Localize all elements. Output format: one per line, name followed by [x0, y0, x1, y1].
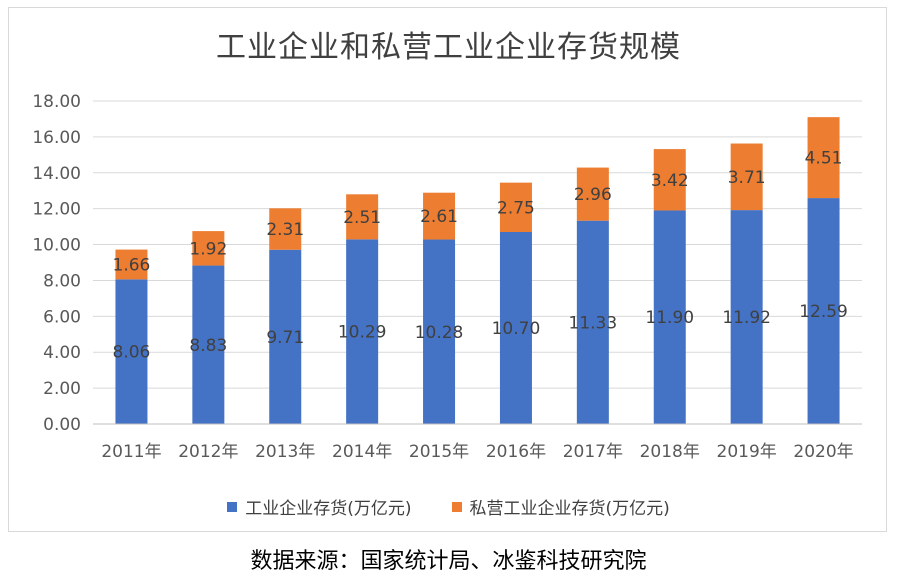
- legend-label-industrial: 工业企业存货(万亿元): [245, 499, 412, 519]
- bar-private: [115, 249, 148, 280]
- bar-private: [269, 208, 302, 250]
- data-label-industrial: 10.29: [338, 323, 387, 343]
- y-tick-label: 4.00: [43, 343, 81, 363]
- bar-industrial: [192, 265, 225, 424]
- x-tick-label: 2015年: [409, 442, 469, 462]
- bar-private: [423, 192, 456, 240]
- x-tick-label: 2018年: [640, 442, 700, 462]
- bar-industrial: [730, 210, 763, 424]
- bar-private: [730, 143, 763, 211]
- data-label-industrial: 12.59: [799, 302, 848, 322]
- x-tick-label: 2013年: [255, 442, 315, 462]
- data-label-industrial: 11.92: [722, 308, 771, 328]
- bar-private: [807, 117, 840, 199]
- plot-area: 0.00 2.00 4.00 6.00 8.00 10.00 12.00 14.00 16.00…: [32, 92, 862, 462]
- data-label-industrial: 8.83: [189, 336, 227, 356]
- data-label-private: 2.96: [574, 185, 612, 205]
- bar-industrial: [576, 220, 609, 424]
- bar-private: [346, 194, 379, 240]
- legend: 工业企业存货(万亿元) 私营工业企业存货(万亿元): [9, 494, 888, 519]
- x-tick-label: 2016年: [486, 442, 546, 462]
- bar-private: [499, 182, 532, 232]
- bar-private: [653, 149, 686, 211]
- data-label-private: 2.75: [497, 198, 535, 218]
- data-label-private: 2.31: [266, 220, 304, 240]
- y-tick-label: 0.00: [43, 415, 81, 435]
- data-label-industrial: 11.90: [645, 308, 694, 328]
- legend-item-private: 私营工业企业存货(万亿元): [451, 494, 670, 519]
- y-tick-label: 14.00: [32, 164, 81, 184]
- bar-industrial: [499, 231, 532, 424]
- x-tick-label: 2017年: [563, 442, 623, 462]
- y-tick-label: 10.00: [32, 236, 81, 256]
- bar-private: [576, 167, 609, 221]
- bar-private: [192, 231, 225, 266]
- data-label-industrial: 8.06: [113, 343, 151, 363]
- data-label-private: 2.61: [420, 207, 458, 227]
- data-label-industrial: 9.71: [266, 328, 304, 348]
- data-label-private: 1.92: [189, 239, 227, 259]
- y-tick-label: 18.00: [32, 92, 81, 112]
- x-tick-label: 2011年: [101, 442, 161, 462]
- chart-title: 工业企业和私营工业企业存货规模: [216, 30, 681, 65]
- data-label-private: 1.66: [113, 255, 151, 275]
- data-label-industrial: 11.33: [569, 313, 618, 333]
- x-tick-label: 2012年: [178, 442, 238, 462]
- bar-industrial: [807, 198, 840, 424]
- data-label-industrial: 10.70: [492, 319, 541, 339]
- x-tick-label: 2019年: [717, 442, 777, 462]
- bar-industrial: [653, 210, 686, 424]
- y-tick-label: 16.00: [32, 128, 81, 148]
- y-tick-label: 12.00: [32, 200, 81, 220]
- data-label-private: 3.42: [651, 171, 689, 191]
- y-tick-label: 6.00: [43, 307, 81, 327]
- legend-swatch-industrial: [227, 501, 238, 512]
- bar-industrial: [423, 239, 456, 424]
- legend-swatch-private: [451, 501, 462, 512]
- x-tick-label: 2020年: [793, 442, 853, 462]
- y-tick-label: 2.00: [43, 379, 81, 399]
- chart-frame: 工业企业和私营工业企业存货规模 0.00 2.00 4.00 6.00 8.00 10.0…: [8, 7, 887, 532]
- bar-industrial: [269, 249, 302, 424]
- data-label-private: 4.51: [805, 149, 843, 169]
- source-note: 数据来源：国家统计局、冰鉴科技研究院: [250, 549, 647, 574]
- data-label-industrial: 10.28: [415, 323, 464, 343]
- x-tick-label: 2014年: [332, 442, 392, 462]
- bar-industrial: [115, 279, 148, 424]
- legend-label-private: 私营工业企业存货(万亿元): [469, 499, 670, 519]
- data-label-private: 3.71: [728, 168, 766, 188]
- bar-industrial: [346, 239, 379, 424]
- legend-item-industrial: 工业企业存货(万亿元): [227, 494, 412, 519]
- data-label-private: 2.51: [343, 208, 381, 228]
- y-tick-label: 8.00: [43, 271, 81, 291]
